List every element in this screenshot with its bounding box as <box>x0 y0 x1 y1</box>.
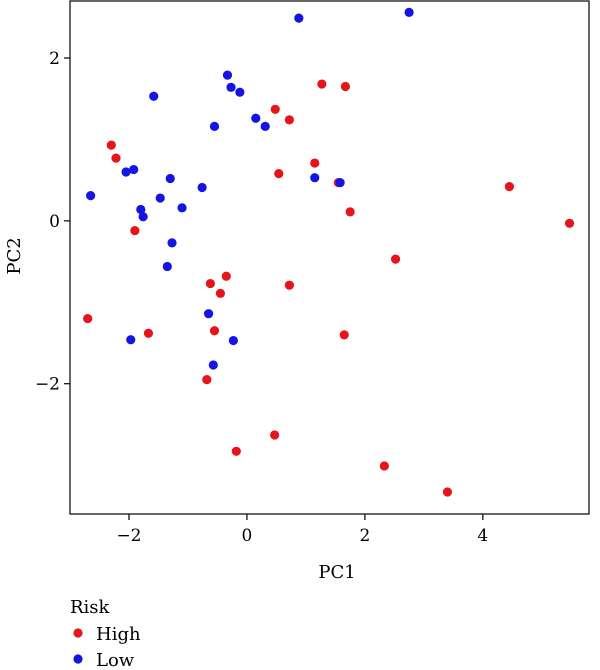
data-point-low <box>136 204 146 215</box>
data-point-high <box>143 328 154 338</box>
legend-label-low: Low <box>96 650 135 670</box>
data-point-low <box>197 182 207 193</box>
data-point-low <box>222 70 233 80</box>
data-point-low <box>228 335 238 346</box>
data-point-high <box>340 81 351 92</box>
y-tick-label: −2 <box>35 375 60 395</box>
data-point-high <box>564 218 575 228</box>
data-point-low <box>86 191 96 201</box>
data-point-high <box>390 254 401 264</box>
data-point-low <box>129 164 139 175</box>
y-tick-label: 2 <box>49 49 60 69</box>
data-point-high <box>442 487 453 497</box>
data-point-low <box>235 87 245 97</box>
x-tick-label: −2 <box>116 526 141 546</box>
x-tick-label: 0 <box>242 526 253 546</box>
data-point-low <box>138 212 148 222</box>
data-point-low <box>149 91 159 101</box>
legend: Risk High Low <box>70 597 141 670</box>
data-point-high <box>310 158 320 168</box>
data-points <box>83 7 575 497</box>
data-point-high <box>379 461 389 471</box>
data-point-low <box>203 309 214 319</box>
y-axis: −2 0 2 <box>35 49 70 395</box>
data-point-low <box>126 335 136 345</box>
legend-marker-high <box>73 628 83 638</box>
data-point-low <box>165 173 175 184</box>
data-point-high <box>111 153 121 163</box>
plot-border <box>69 0 590 515</box>
legend-title: Risk <box>70 597 111 618</box>
data-point-high <box>106 140 116 150</box>
x-tick-label: 4 <box>477 526 488 546</box>
data-point-low <box>162 261 172 272</box>
data-point-low <box>208 360 218 370</box>
data-point-high <box>202 375 212 385</box>
x-axis: −2 0 2 4 <box>116 514 488 546</box>
data-point-low <box>335 177 345 188</box>
data-point-low <box>294 13 304 23</box>
data-point-high <box>221 271 231 281</box>
data-point-low <box>155 193 165 203</box>
data-point-high <box>274 169 284 179</box>
data-point-high <box>270 430 280 440</box>
data-point-low <box>177 203 187 213</box>
data-point-low <box>251 113 261 123</box>
data-point-high <box>231 446 241 456</box>
data-point-high <box>270 104 280 114</box>
data-point-low <box>226 82 236 92</box>
data-point-low <box>260 121 270 131</box>
data-point-high <box>83 313 93 324</box>
x-axis-title: PC1 <box>318 562 355 583</box>
data-point-low <box>310 173 320 183</box>
x-tick-label: 2 <box>359 526 370 546</box>
data-point-low <box>167 238 177 248</box>
legend-marker-low <box>73 654 83 664</box>
data-point-high <box>205 278 215 289</box>
data-point-low <box>209 121 220 131</box>
data-point-high <box>339 330 349 340</box>
y-tick-label: 0 <box>49 212 60 232</box>
data-point-low <box>121 167 131 177</box>
data-point-high <box>317 79 327 89</box>
data-point-high <box>284 115 294 125</box>
data-point-high <box>215 288 225 298</box>
data-point-high <box>504 182 514 192</box>
data-point-high <box>130 226 140 236</box>
data-point-high <box>345 207 355 217</box>
data-point-low <box>404 7 414 18</box>
plot-area <box>69 0 590 515</box>
legend-label-high: High <box>96 624 141 645</box>
y-axis-title: PC2 <box>4 237 25 274</box>
data-point-high <box>209 326 220 336</box>
data-point-high <box>284 280 294 290</box>
